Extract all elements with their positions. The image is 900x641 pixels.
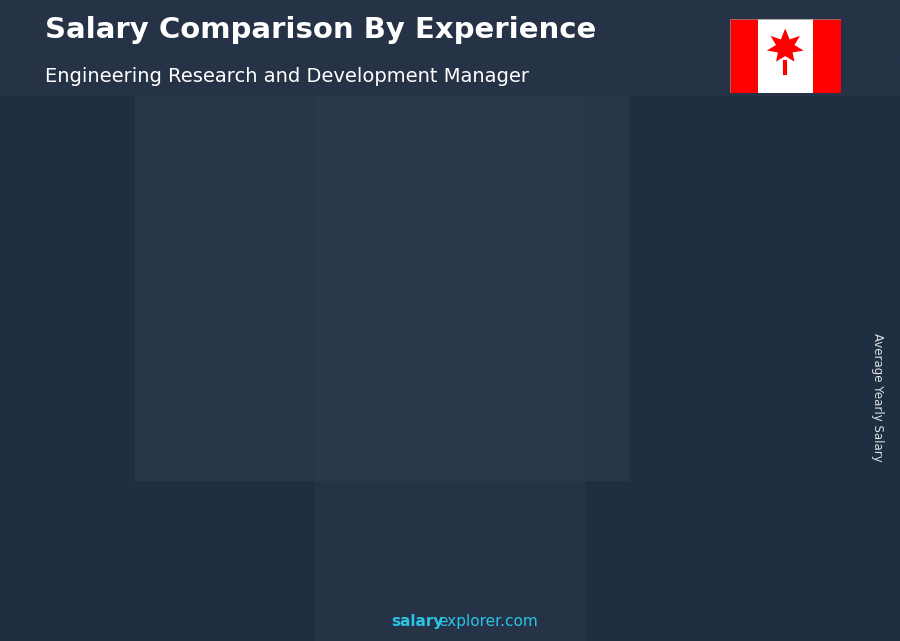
Text: +42%: +42%: [158, 338, 217, 356]
Bar: [337, 370, 410, 577]
Polygon shape: [410, 365, 423, 577]
Bar: [813, 19, 841, 93]
Polygon shape: [172, 463, 184, 577]
Bar: [135, 96, 630, 481]
Polygon shape: [217, 416, 303, 420]
Text: 92,400 CAD: 92,400 CAD: [89, 441, 168, 454]
Text: 247,000 CAD: 247,000 CAD: [677, 251, 764, 263]
Polygon shape: [576, 301, 662, 307]
Polygon shape: [456, 316, 543, 322]
Polygon shape: [696, 273, 781, 281]
Polygon shape: [530, 316, 543, 577]
Bar: [696, 281, 770, 577]
Polygon shape: [650, 301, 662, 577]
Text: +10%: +10%: [637, 213, 695, 231]
Text: Engineering Research and Development Manager: Engineering Research and Development Man…: [45, 67, 529, 87]
Text: Salary Comparison By Experience: Salary Comparison By Experience: [45, 16, 596, 44]
Text: 225,000 CAD: 225,000 CAD: [557, 278, 644, 291]
Polygon shape: [770, 273, 781, 577]
Bar: [456, 322, 530, 577]
Text: 172,000 CAD: 172,000 CAD: [318, 343, 406, 356]
Text: 212,000 CAD: 212,000 CAD: [437, 294, 525, 306]
Bar: [315, 96, 585, 545]
Text: +6%: +6%: [524, 243, 570, 261]
Text: 131,000 CAD: 131,000 CAD: [199, 394, 286, 406]
Text: explorer.com: explorer.com: [438, 615, 538, 629]
Polygon shape: [337, 365, 423, 370]
Bar: [576, 307, 650, 577]
Bar: [217, 420, 292, 577]
Text: salary: salary: [392, 615, 444, 629]
Bar: [0, 96, 315, 641]
Polygon shape: [98, 463, 184, 466]
Bar: [585, 96, 900, 641]
Polygon shape: [292, 416, 303, 577]
Bar: [758, 19, 813, 93]
Polygon shape: [767, 28, 804, 62]
Text: +23%: +23%: [398, 251, 456, 269]
Bar: [98, 466, 172, 577]
Text: +31%: +31%: [278, 296, 337, 314]
Text: Average Yearly Salary: Average Yearly Salary: [871, 333, 884, 462]
Bar: [730, 19, 758, 93]
